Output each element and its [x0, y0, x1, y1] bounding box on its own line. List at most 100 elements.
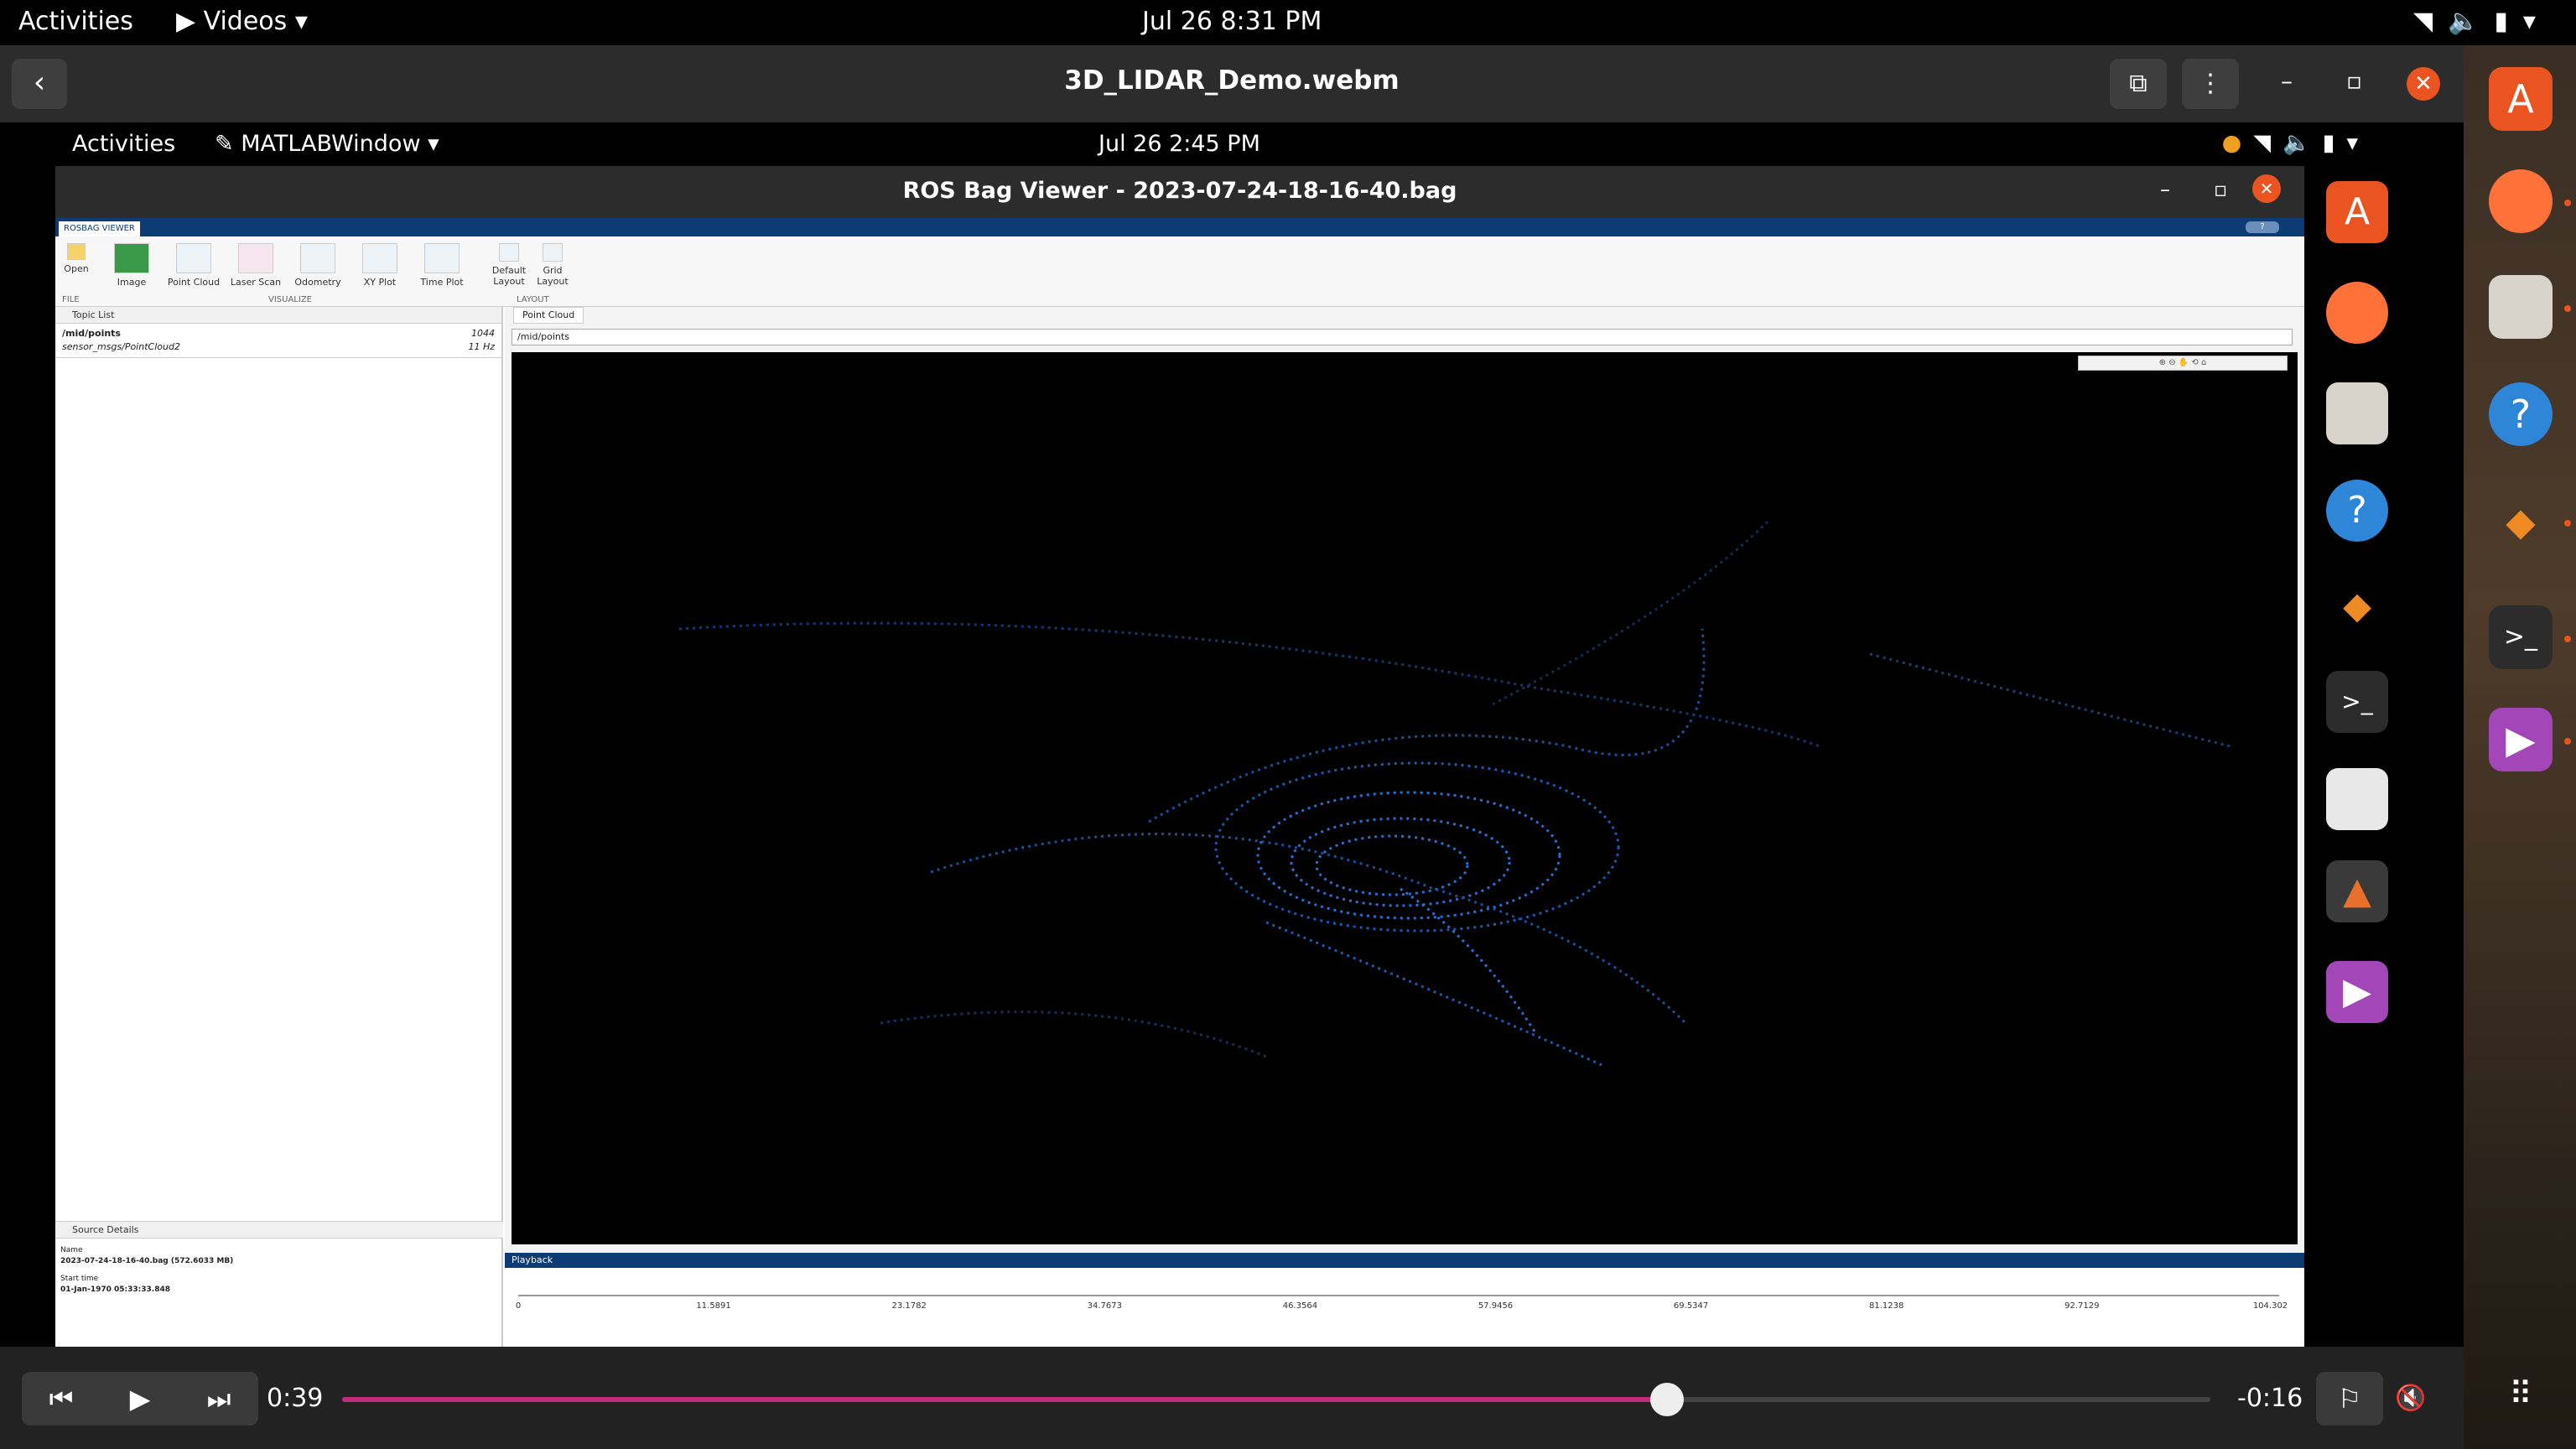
image-button: Image [102, 243, 161, 288]
point-cloud-button: Point Cloud [164, 243, 223, 288]
grid-layout-button: Grid Layout [532, 243, 574, 287]
pip-button[interactable]: ⧉ [2110, 59, 2167, 109]
image-label: Image [117, 277, 147, 288]
back-button[interactable]: ‹ [12, 59, 67, 109]
axes-toolbar: ⊕ ⊖ ✋ ⟲ ⌂ [2078, 356, 2288, 371]
xy-plot-label: XY Plot [363, 277, 397, 288]
app-center-icon: A [2326, 181, 2388, 243]
system-tray[interactable]: ◥🔈▮▾ [2413, 7, 2551, 36]
default-layout-label: Default Layout [491, 265, 527, 287]
tick-label: 34.7673 [1087, 1301, 1122, 1311]
video-frame[interactable]: Activities ✎ MATLABWindow ▾ Jul 26 2:45 … [0, 122, 2464, 1347]
lidar-point-cloud [678, 518, 2231, 1067]
terminal-icon: >_ [2326, 671, 2388, 733]
visualization-panel: Point Cloud /mid/points [505, 307, 2304, 1347]
inner-minimize-icon: – [2160, 178, 2170, 201]
source-details-header: Source Details [55, 1222, 503, 1239]
seek-bar[interactable] [342, 1383, 2210, 1416]
tab-point-cloud: Point Cloud [513, 307, 584, 324]
point-cloud-icon [176, 243, 211, 273]
tick-label: 57.9456 [1478, 1301, 1514, 1311]
topic-stats: 1044 11 Hz [468, 327, 495, 354]
clock[interactable]: Jul 26 8:31 PM [1142, 7, 1322, 36]
app-menu-label: Videos [203, 7, 288, 36]
topic-type: sensor_msgs/PointCloud2 [62, 341, 180, 352]
volume-icon[interactable]: 🔇 [2395, 1384, 2427, 1413]
terminal-icon[interactable]: >_ [2489, 605, 2553, 669]
time-plot-label: Time Plot [420, 277, 464, 288]
language-button[interactable]: ⚐ [2316, 1372, 2383, 1426]
minimize-button[interactable]: – [2281, 67, 2293, 95]
left-panel: Topic List /mid/points sensor_msgs/Point… [55, 307, 503, 1347]
section-layout: LAYOUT [517, 295, 549, 304]
time-plot-icon [424, 243, 460, 273]
files-icon[interactable] [2489, 275, 2553, 339]
topic-list-header: Topic List [55, 307, 501, 324]
tick-label: 69.5347 [1673, 1301, 1709, 1311]
system-top-bar: Activities ▶ Videos ▾ Jul 26 8:31 PM ◥🔈▮… [0, 0, 2576, 45]
show-apps-icon[interactable]: ⠿ [2509, 1375, 2532, 1412]
laser-scan-icon [238, 243, 273, 273]
files-icon [2326, 382, 2388, 444]
toolstrip: Open Image Point Cloud Laser Scan Odomet… [55, 236, 2304, 307]
inner-close-icon: ✕ [2252, 174, 2281, 203]
topic-name: /mid/points [62, 328, 121, 339]
running-indicator [2564, 636, 2571, 642]
running-indicator [2564, 305, 2571, 312]
open-button: Open [55, 243, 97, 274]
app-center-icon[interactable]: A [2489, 67, 2553, 131]
point-cloud-view: ⊕ ⊖ ✋ ⟲ ⌂ [512, 352, 2298, 1244]
document-viewer-icon [2326, 768, 2388, 830]
player-controls: ⏮ ▶ ⏭ 0:39 -0:16 ⚐ 🔇 [0, 1347, 2464, 1449]
tick-label: 104.302 [2252, 1301, 2288, 1311]
default-layout-button: Default Layout [488, 243, 530, 287]
xy-plot-icon [362, 243, 397, 273]
help-icon[interactable]: ? [2489, 382, 2553, 446]
videos-icon: ▶ [2326, 961, 2388, 1023]
running-indicator [2564, 738, 2571, 745]
help-icon: ? [2246, 221, 2279, 233]
source-details: Source Details Name 2023-07-24-18-16-40.… [55, 1221, 503, 1347]
toolstrip-tabs: ROSBAG VIEWER ? [55, 218, 2304, 236]
videos-icon[interactable]: ▶ [2489, 708, 2553, 771]
matlab-titlebar: ROS Bag Viewer - 2023-07-24-18-16-40.bag… [55, 166, 2304, 218]
time-plot-button: Time Plot [413, 243, 471, 288]
playback-panel: Playback 0 11.5891 23.1782 34.7673 46.35… [505, 1253, 2304, 1347]
forward-button[interactable]: ⏭ [179, 1372, 258, 1426]
grid-layout-label: Grid Layout [537, 265, 569, 287]
tick-label: 23.1782 [891, 1301, 927, 1311]
start-time-value: 01-Jan-1970 05:33:33.848 [60, 1285, 170, 1294]
inner-activities: Activities [72, 131, 176, 157]
sublime-icon[interactable]: ◆ [2506, 499, 2536, 544]
grid-layout-icon [543, 243, 563, 262]
seek-handle[interactable] [1649, 1383, 1684, 1416]
inner-maximize-icon: ▫ [2214, 178, 2228, 201]
menu-button[interactable]: ⋮ [2182, 59, 2239, 109]
running-indicator [2564, 520, 2571, 527]
maximize-button[interactable]: ▫ [2346, 67, 2362, 95]
section-file: FILE [62, 295, 80, 304]
topic-rate: 11 Hz [468, 341, 495, 352]
firefox-icon [2326, 282, 2388, 344]
rosbag-viewer: ROSBAG VIEWER ? Open Image Point Cloud L… [55, 218, 2304, 1347]
activities-button[interactable]: Activities [18, 7, 133, 36]
running-indicator [2564, 200, 2571, 206]
matlab-window-title: ROS Bag Viewer - 2023-07-24-18-16-40.bag [902, 178, 1457, 204]
point-cloud-label: Point Cloud [167, 277, 221, 288]
dock: A ? ◆ >_ ▶ ⠿ [2464, 45, 2576, 1449]
source-name-label: Name [60, 1246, 83, 1254]
xy-plot-button: XY Plot [351, 243, 409, 288]
app-menu[interactable]: ▶ Videos ▾ [176, 7, 308, 36]
matlab-icon: ▲ [2326, 860, 2388, 922]
elapsed-time: 0:39 [267, 1384, 324, 1413]
firefox-icon[interactable] [2489, 169, 2553, 233]
section-visualize: VISUALIZE [268, 295, 312, 304]
play-button[interactable]: ▶ [101, 1372, 179, 1426]
close-button[interactable]: ✕ [2407, 67, 2440, 101]
inner-tray: ●◥🔈▮▾ [2221, 130, 2370, 156]
seek-progress [342, 1397, 1667, 1402]
rewind-button[interactable]: ⏮ [22, 1372, 101, 1426]
laser-scan-label: Laser Scan [230, 277, 282, 288]
source-name-value: 2023-07-24-18-16-40.bag (572.6033 MB) [60, 1257, 234, 1265]
tick-label: 81.1238 [1869, 1301, 1904, 1311]
